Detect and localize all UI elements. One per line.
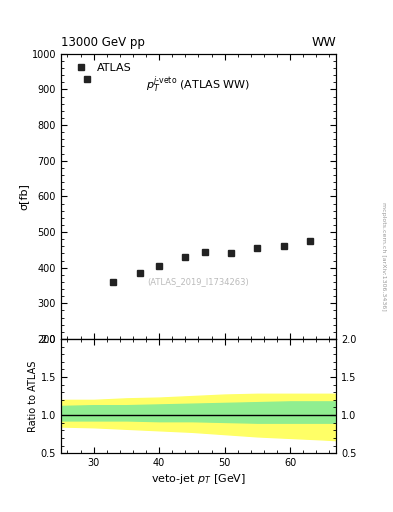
Y-axis label: σ[fb]: σ[fb] xyxy=(19,183,29,210)
Text: $p_T^{j\text{-veto}}$ (ATLAS WW): $p_T^{j\text{-veto}}$ (ATLAS WW) xyxy=(146,74,251,95)
Text: WW: WW xyxy=(311,36,336,49)
Text: mcplots.cern.ch [arXiv:1306.3436]: mcplots.cern.ch [arXiv:1306.3436] xyxy=(381,202,386,310)
Text: (ATLAS_2019_I1734263): (ATLAS_2019_I1734263) xyxy=(148,278,249,287)
Y-axis label: Ratio to ATLAS: Ratio to ATLAS xyxy=(28,360,38,432)
Legend: ATLAS: ATLAS xyxy=(66,59,134,76)
Text: 13000 GeV pp: 13000 GeV pp xyxy=(61,36,145,49)
X-axis label: veto-jet $p_T$ [GeV]: veto-jet $p_T$ [GeV] xyxy=(151,472,246,486)
